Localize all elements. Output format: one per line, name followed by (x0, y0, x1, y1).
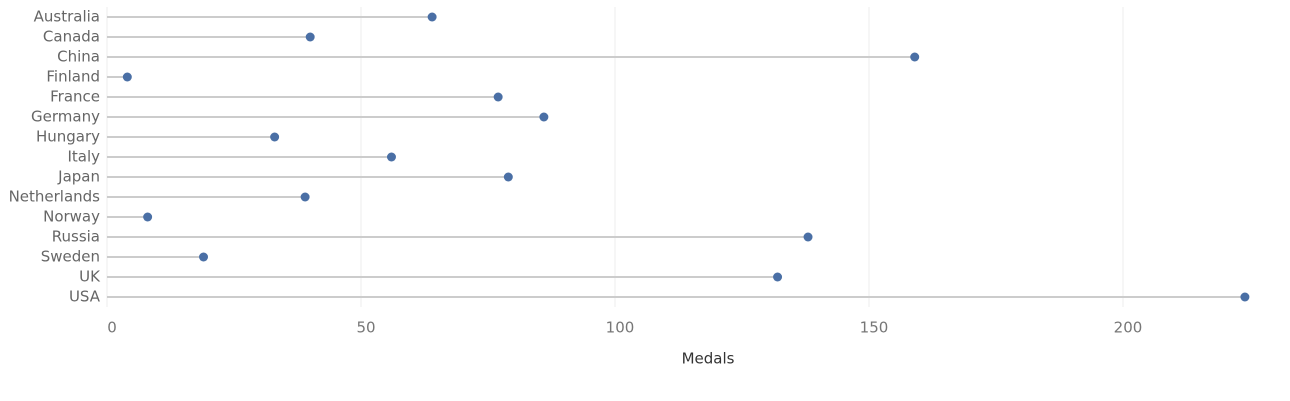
y-tick-label: Germany (31, 108, 100, 126)
dot (503, 172, 513, 182)
dot (910, 52, 920, 62)
dot (773, 272, 783, 282)
x-tick-label: 50 (356, 319, 375, 337)
x-tick-label: 100 (606, 319, 635, 337)
dot (143, 212, 153, 222)
y-tick-label: USA (69, 288, 101, 306)
x-tick-label: 0 (107, 319, 117, 337)
y-tick-label: Canada (43, 28, 100, 46)
dot (270, 132, 280, 142)
dot (539, 112, 549, 122)
dot (427, 12, 437, 22)
y-tick-label: Sweden (41, 248, 100, 266)
y-tick-label: UK (79, 268, 101, 286)
x-axis-title: Medals (682, 350, 735, 368)
dot (493, 92, 503, 102)
y-tick-label: Japan (57, 168, 100, 186)
dot (305, 32, 315, 42)
y-tick-label: Norway (43, 208, 100, 226)
dot (803, 232, 813, 242)
dot (300, 192, 310, 202)
dot (122, 72, 132, 82)
y-tick-label: France (50, 88, 100, 106)
y-tick-label: Russia (52, 228, 100, 246)
y-tick-label: Australia (34, 8, 100, 26)
y-tick-label: Finland (46, 68, 100, 86)
y-tick-label: Italy (67, 148, 100, 166)
x-tick-label: 150 (860, 319, 889, 337)
y-tick-label: Hungary (36, 128, 100, 146)
y-tick-label: China (57, 48, 100, 66)
x-tick-label: 200 (1114, 319, 1143, 337)
dot (199, 252, 209, 262)
dot (1240, 292, 1250, 302)
y-tick-label: Netherlands (9, 188, 101, 206)
dot (386, 152, 396, 162)
